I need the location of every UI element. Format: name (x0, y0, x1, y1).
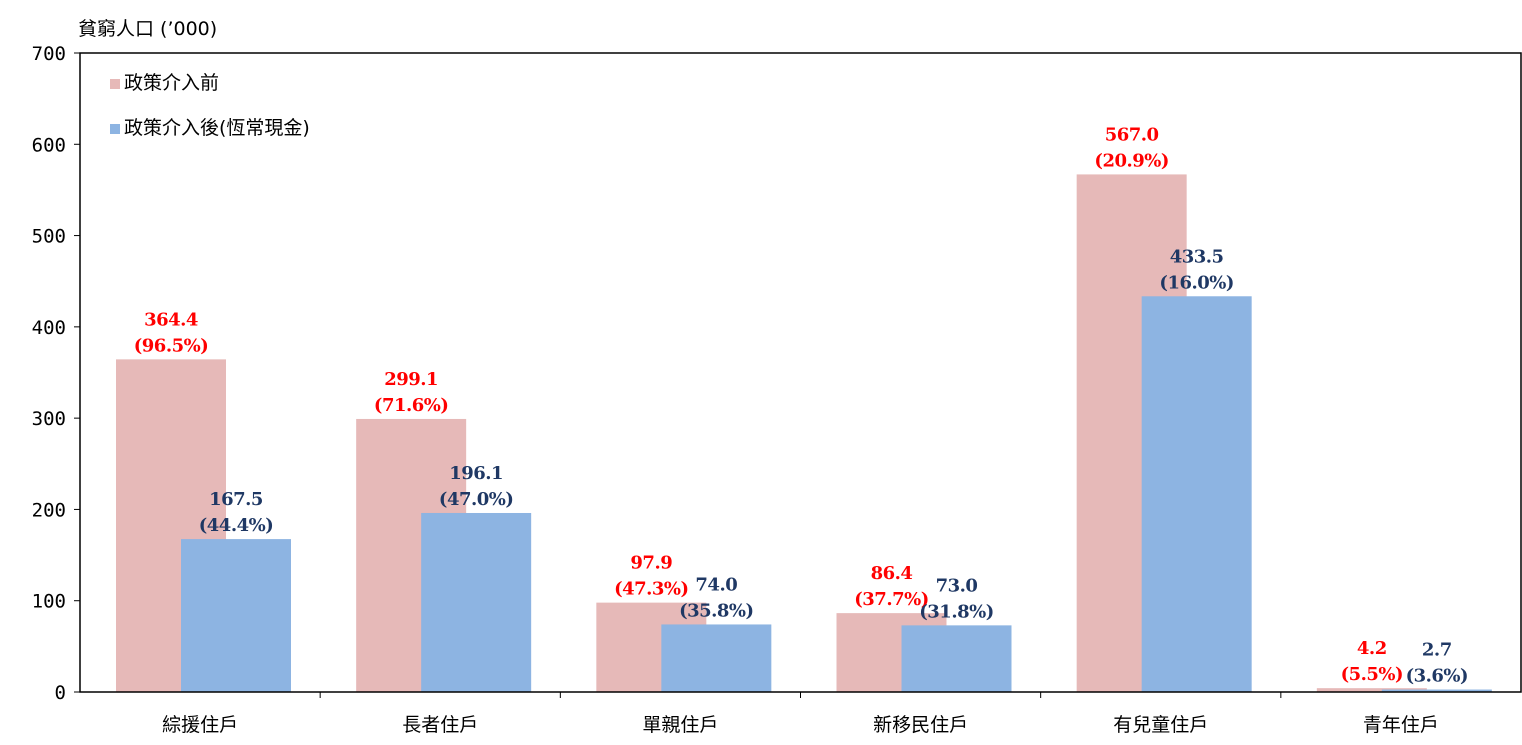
category-label: 長者住戶 (402, 714, 478, 736)
data-label-rate: (35.8%) (679, 600, 753, 621)
data-labels: 364.4 (96.5%) 299.1 (71.6%) 97.9 (47.3%) 86.4 (… (134, 124, 1469, 687)
data-label-rate: (44.4%) (199, 515, 273, 536)
y-tick-label: 100 (32, 591, 66, 613)
data-label-rate: (37.7%) (854, 589, 928, 610)
category-label: 單親住戶 (642, 714, 718, 736)
data-label-rate: (47.3%) (614, 579, 688, 600)
y-tick-label: 0 (55, 682, 66, 704)
y-tick-label: 200 (32, 499, 66, 521)
data-label-rate: (3.6%) (1406, 666, 1468, 687)
data-label-rate: (20.9%) (1094, 150, 1168, 171)
data-label-value: 2.7 (1422, 640, 1452, 661)
data-label-rate: (31.8%) (919, 601, 993, 622)
bar-before (1316, 688, 1427, 692)
category-labels: 綜援住戶 長者住戶 單親住戶 新移民住戶 有兒童住戶 青年住戶 (162, 714, 1439, 736)
data-label-value: 74.0 (695, 574, 737, 595)
legend-label: 政策介入後(恆常現金) (124, 117, 310, 139)
bars (116, 174, 1492, 692)
data-label-value: 433.5 (1170, 246, 1224, 267)
data-label-value: 97.9 (630, 553, 672, 574)
y-axis-ticks: 0 100 200 300 400 500 600 700 (32, 43, 80, 704)
category-label: 有兒童住戶 (1113, 714, 1208, 736)
data-label-value: 73.0 (936, 575, 978, 596)
category-label: 青年住戶 (1363, 714, 1439, 736)
bar-after (181, 539, 291, 692)
bar-after (901, 625, 1012, 692)
bar-after (1141, 296, 1252, 692)
legend-swatch (110, 79, 120, 89)
y-tick-label: 300 (32, 408, 66, 430)
bar-after (661, 624, 772, 692)
data-label-value: 86.4 (871, 563, 913, 584)
y-tick-label: 500 (32, 226, 66, 248)
plot-border (79, 52, 1522, 693)
data-label-rate: (96.5%) (134, 335, 208, 356)
data-label-value: 4.2 (1357, 638, 1387, 659)
data-label-value: 567.0 (1105, 124, 1159, 145)
data-label-value: 299.1 (384, 369, 438, 390)
data-label-value: 167.5 (209, 489, 263, 510)
data-label-value: 196.1 (449, 463, 503, 484)
y-tick-label: 600 (32, 134, 66, 156)
data-label-rate: (71.6%) (374, 395, 448, 416)
plot-frame (79, 52, 1522, 698)
data-label-value: 364.4 (144, 309, 198, 330)
category-label: 新移民住戶 (873, 714, 968, 736)
y-axis-title: 貧窮人口 (’000) (78, 18, 217, 40)
category-label: 綜援住戶 (162, 714, 238, 736)
data-label-rate: (5.5%) (1341, 664, 1403, 685)
legend-swatch (110, 124, 120, 134)
legend-label: 政策介入前 (124, 72, 219, 94)
y-tick-label: 700 (32, 43, 66, 65)
bar-after (421, 512, 532, 692)
data-label-rate: (47.0%) (439, 489, 513, 510)
y-tick-label: 400 (32, 317, 66, 339)
bar-after (1381, 689, 1492, 692)
data-label-rate: (16.0%) (1159, 272, 1233, 293)
